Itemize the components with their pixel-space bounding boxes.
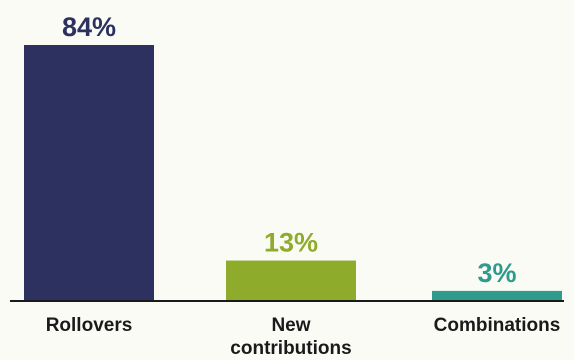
category-label-line: Combinations <box>434 315 561 336</box>
category-label-line: New <box>271 315 310 336</box>
value-label-3: 3% <box>477 258 516 288</box>
value-label-1: 84% <box>62 12 116 42</box>
category-label-2: New contributions <box>230 315 351 359</box>
category-label-line: Rollovers <box>46 315 133 336</box>
bar-2 <box>226 260 356 300</box>
category-label-3: Combinations <box>434 315 561 336</box>
category-label-line: contributions <box>230 338 351 359</box>
bar-1 <box>24 45 154 300</box>
value-label-2: 13% <box>264 228 318 258</box>
bar-3 <box>432 290 562 300</box>
category-label-1: Rollovers <box>46 315 133 336</box>
